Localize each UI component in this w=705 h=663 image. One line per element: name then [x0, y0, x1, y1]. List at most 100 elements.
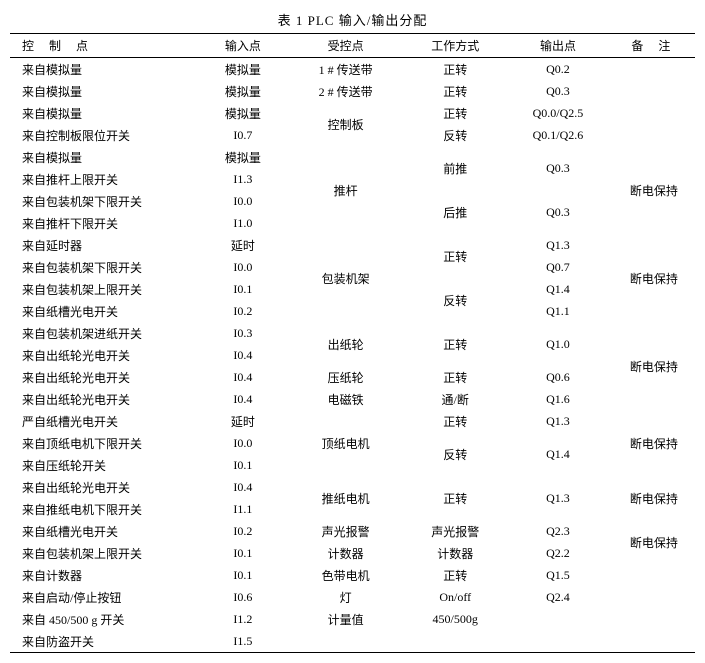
cell-mode: 正转 [407, 410, 503, 432]
cell-output: Q2.4 [503, 586, 613, 608]
cell-input: I1.5 [202, 630, 284, 653]
cell-input: I0.1 [202, 564, 284, 586]
cell-controlled [284, 630, 407, 653]
cell-controlled: 2 # 传送带 [284, 80, 407, 102]
cell-control: 来自启动/停止按钮 [10, 586, 202, 608]
cell-mode: 后推 [407, 190, 503, 234]
cell-control: 来自包装机架上限开关 [10, 542, 202, 564]
cell-control: 来自控制板限位开关 [10, 124, 202, 146]
table-header-row: 控 制 点 输入点 受控点 工作方式 输出点 备 注 [10, 34, 695, 58]
cell-controlled: 压纸轮 [284, 366, 407, 388]
cell-input: I1.2 [202, 608, 284, 630]
cell-control: 来自防盗开关 [10, 630, 202, 653]
cell-mode: 反转 [407, 124, 503, 146]
cell-input: I0.1 [202, 278, 284, 300]
cell-output: Q1.4 [503, 432, 613, 476]
cell-output [503, 630, 613, 653]
col-input: 输入点 [202, 34, 284, 58]
cell-output: Q0.7 [503, 256, 613, 278]
table-row: 来自模拟量模拟量2 # 传送带正转Q0.3 [10, 80, 695, 102]
cell-control: 来自纸槽光电开关 [10, 300, 202, 322]
cell-input: I0.0 [202, 256, 284, 278]
table-row: 来自模拟量模拟量控制板正转Q0.0/Q2.5 [10, 102, 695, 124]
cell-remark [613, 630, 695, 653]
table-row: 来自纸槽光电开关I0.2声光报警声光报警Q2.3断电保持 [10, 520, 695, 542]
cell-remark [613, 58, 695, 81]
cell-mode: 正转 [407, 322, 503, 366]
cell-control: 来自出纸轮光电开关 [10, 388, 202, 410]
table-row: 来自模拟量模拟量1 # 传送带正转Q0.2 [10, 58, 695, 81]
table-row: 来自启动/停止按钮I0.6灯On/offQ2.4 [10, 586, 695, 608]
cell-input: I0.2 [202, 300, 284, 322]
cell-output: Q2.3 [503, 520, 613, 542]
cell-mode: 通/断 [407, 388, 503, 410]
plc-io-table: 控 制 点 输入点 受控点 工作方式 输出点 备 注 来自模拟量模拟量1 # 传… [10, 33, 695, 653]
cell-control: 来自推杆下限开关 [10, 212, 202, 234]
cell-remark [613, 608, 695, 630]
cell-input: I0.7 [202, 124, 284, 146]
cell-control: 来自计数器 [10, 564, 202, 586]
cell-input: I0.1 [202, 454, 284, 476]
cell-mode: 450/500g [407, 608, 503, 630]
cell-control: 来自包装机架上限开关 [10, 278, 202, 300]
cell-control: 来自模拟量 [10, 146, 202, 168]
cell-control: 来自包装机架下限开关 [10, 256, 202, 278]
cell-mode: On/off [407, 586, 503, 608]
cell-control: 来自出纸轮光电开关 [10, 476, 202, 498]
cell-control: 来自顶纸电机下限开关 [10, 432, 202, 454]
cell-remark [613, 564, 695, 586]
col-mode: 工作方式 [407, 34, 503, 58]
cell-output: Q2.2 [503, 542, 613, 564]
cell-remark: 断电保持 [613, 322, 695, 410]
cell-mode: 反转 [407, 278, 503, 322]
cell-output [503, 608, 613, 630]
cell-controlled: 色带电机 [284, 564, 407, 586]
cell-input: 延时 [202, 410, 284, 432]
cell-input: I0.2 [202, 520, 284, 542]
cell-control: 来自 450/500 g 开关 [10, 608, 202, 630]
table-row: 来自 450/500 g 开关I1.2计量值450/500g [10, 608, 695, 630]
col-remark: 备 注 [613, 34, 695, 58]
cell-input: 模拟量 [202, 146, 284, 168]
cell-input: I0.4 [202, 366, 284, 388]
cell-control: 来自压纸轮开关 [10, 454, 202, 476]
table-row: 来自出纸轮光电开关I0.4电磁铁通/断Q1.6 [10, 388, 695, 410]
cell-mode [407, 630, 503, 653]
cell-controlled: 灯 [284, 586, 407, 608]
cell-controlled: 顶纸电机 [284, 410, 407, 476]
plc-io-table-container: 表 1 PLC 输入/输出分配 控 制 点 输入点 受控点 工作方式 输出点 备… [10, 10, 695, 653]
cell-input: 延时 [202, 234, 284, 256]
cell-remark: 断电保持 [613, 234, 695, 322]
cell-output: Q1.3 [503, 476, 613, 520]
table-row: 来自出纸轮光电开关I0.4压纸轮正转Q0.6 [10, 366, 695, 388]
cell-mode: 计数器 [407, 542, 503, 564]
cell-output: Q1.5 [503, 564, 613, 586]
cell-remark: 断电保持 [613, 476, 695, 520]
cell-mode: 反转 [407, 432, 503, 476]
cell-mode: 正转 [407, 366, 503, 388]
cell-output: Q1.1 [503, 300, 613, 322]
cell-output: Q1.4 [503, 278, 613, 300]
cell-control: 来自出纸轮光电开关 [10, 344, 202, 366]
cell-control: 来自模拟量 [10, 58, 202, 81]
cell-input: 模拟量 [202, 58, 284, 81]
cell-control: 来自包装机架进纸开关 [10, 322, 202, 344]
cell-output: Q1.0 [503, 322, 613, 366]
cell-input: I0.4 [202, 344, 284, 366]
cell-input: I1.1 [202, 498, 284, 520]
cell-controlled: 1 # 传送带 [284, 58, 407, 81]
cell-output: Q0.3 [503, 190, 613, 234]
cell-input: I0.3 [202, 322, 284, 344]
cell-input: 模拟量 [202, 102, 284, 124]
cell-control: 来自包装机架下限开关 [10, 190, 202, 212]
cell-mode: 正转 [407, 58, 503, 81]
cell-mode: 正转 [407, 564, 503, 586]
cell-control: 严自纸槽光电开关 [10, 410, 202, 432]
cell-output: Q1.3 [503, 234, 613, 256]
cell-mode: 声光报警 [407, 520, 503, 542]
cell-input: I0.1 [202, 542, 284, 564]
col-output: 输出点 [503, 34, 613, 58]
cell-output: Q1.3 [503, 410, 613, 432]
cell-remark [613, 102, 695, 146]
table-row: 来自包装机架进纸开关I0.3出纸轮正转Q1.0断电保持 [10, 322, 695, 344]
